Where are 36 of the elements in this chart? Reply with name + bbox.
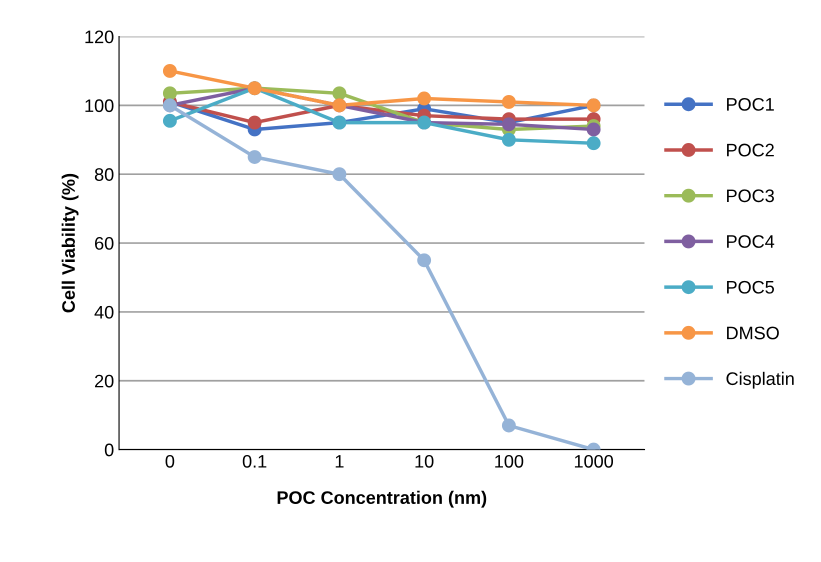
point bbox=[332, 86, 346, 100]
y-axis-title: Cell Viability (%) bbox=[62, 174, 79, 312]
y-tick-label: 120 bbox=[85, 30, 114, 44]
point bbox=[586, 122, 601, 136]
point bbox=[332, 167, 346, 182]
point bbox=[248, 150, 262, 164]
point bbox=[162, 86, 177, 100]
x-tick-label: 1 bbox=[336, 455, 344, 468]
point bbox=[248, 116, 262, 130]
point bbox=[586, 136, 601, 150]
point bbox=[417, 253, 432, 268]
y-tick-label: 0 bbox=[104, 444, 114, 456]
legend-label: POC1 bbox=[727, 98, 774, 111]
point bbox=[417, 92, 432, 106]
x-tick-label: 1000 bbox=[574, 454, 614, 468]
x-tick-label: 10 bbox=[415, 454, 434, 468]
legend-label: Cisplatin bbox=[726, 372, 794, 389]
legend-label: POC3 bbox=[727, 189, 774, 202]
point bbox=[162, 64, 177, 78]
x-tick-label: 0 bbox=[166, 454, 174, 468]
point bbox=[162, 114, 177, 128]
legend-label: POC4 bbox=[727, 235, 774, 248]
y-tick-label: 60 bbox=[95, 237, 114, 250]
x-tick-label: 0.1 bbox=[242, 454, 266, 468]
legend-label: DMSO bbox=[727, 326, 779, 340]
legend-label: POC5 bbox=[727, 280, 774, 294]
y-tick-label: 20 bbox=[95, 374, 114, 388]
point bbox=[502, 418, 516, 432]
point bbox=[502, 94, 516, 109]
y-tick-label: 100 bbox=[85, 99, 114, 112]
legend-label: POC2 bbox=[727, 144, 774, 156]
y-tick-label: 40 bbox=[94, 306, 114, 319]
point bbox=[502, 132, 516, 147]
x-axis-title: POC Concentration (nm) bbox=[278, 490, 486, 508]
y-tick-label: 80 bbox=[94, 168, 114, 181]
x-tick-label: 100 bbox=[495, 454, 524, 468]
